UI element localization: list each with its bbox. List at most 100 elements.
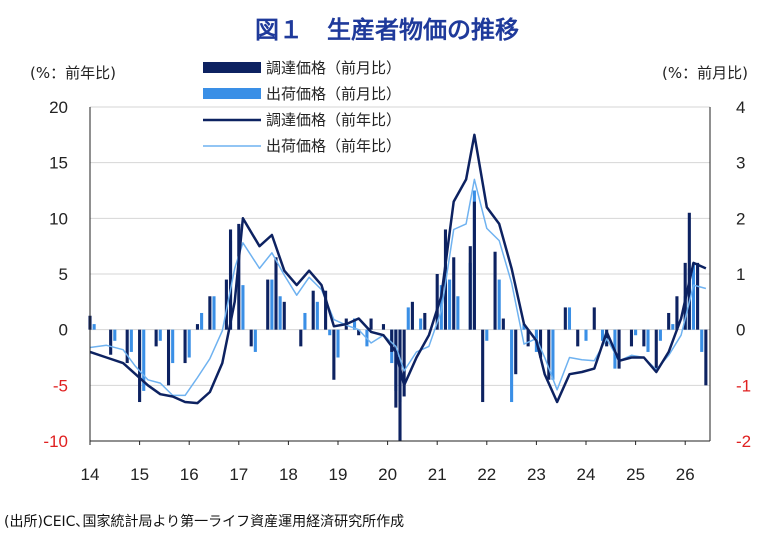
- bar-ppi-mom: [547, 329, 551, 380]
- bar-ppi-mom: [195, 324, 200, 330]
- bar-output-mom: [113, 329, 117, 341]
- left-axis-unit: (%：前年比): [30, 64, 116, 82]
- bar-ppi-mom: [154, 329, 158, 347]
- bar-output-mom: [646, 329, 650, 352]
- bar-ppi-mom: [138, 329, 142, 403]
- bar-ppi-mom: [696, 262, 700, 330]
- bar-output-mom: [336, 329, 340, 358]
- x-tick-label: 15: [130, 465, 149, 484]
- bar-ppi-mom: [538, 329, 543, 358]
- bar-ppi-mom: [452, 257, 456, 330]
- left-tick-label: -5: [53, 376, 68, 395]
- bar-output-mom: [671, 324, 675, 330]
- bar-ppi-mom: [667, 312, 671, 330]
- right-tick-label: 3: [736, 154, 745, 173]
- bar-output-mom: [419, 318, 423, 330]
- source-note: (出所)CEIC､国家統計局より第一ライフ資産運用経済研究所作成: [4, 513, 404, 530]
- bar-ppi-mom: [468, 246, 472, 330]
- left-tick-label: 15: [49, 154, 68, 173]
- bar-ppi-mom: [390, 329, 394, 352]
- bar-ppi-mom: [687, 212, 691, 330]
- right-tick-label: -2: [736, 432, 751, 451]
- bar-ppi-mom: [357, 329, 361, 336]
- bar-ppi-mom: [381, 324, 386, 330]
- bar-output-mom: [691, 262, 696, 330]
- legend-label-output-yoy: 出荷価格（前年比）: [266, 137, 401, 155]
- x-tick-label: 22: [477, 465, 496, 484]
- bar-output-mom: [142, 329, 146, 391]
- bar-output-mom: [448, 279, 452, 330]
- x-tick-label: 23: [527, 465, 546, 484]
- bar-output-mom: [328, 329, 332, 336]
- bar-output-mom: [584, 329, 588, 341]
- right-tick-label: 4: [736, 98, 745, 117]
- bar-ppi-mom: [166, 329, 171, 386]
- right-axis-unit: (%：前月比): [662, 64, 748, 82]
- legend-label-output-mom: 出荷価格（前月比）: [266, 85, 401, 103]
- right-tick-label: -1: [736, 376, 751, 395]
- legend-swatch-ppi-mom: [203, 62, 261, 73]
- legend-swatch-output-mom: [203, 88, 261, 99]
- bar-ppi-mom: [514, 329, 518, 375]
- bar-output-mom: [158, 329, 162, 341]
- bar-ppi-mom: [369, 318, 373, 330]
- bar-ppi-mom: [410, 301, 414, 330]
- bar-ppi-mom: [183, 329, 187, 364]
- legend-label-ppi-yoy: 調達価格（前年比）: [266, 111, 401, 129]
- chart-title: 図１ 生産者物価の推移: [255, 16, 519, 44]
- right-tick-label: 1: [736, 265, 745, 284]
- bar-output-mom: [315, 301, 319, 330]
- bar-output-mom: [352, 318, 357, 330]
- bar-output-mom: [600, 329, 605, 341]
- bar-output-mom: [658, 329, 662, 341]
- bar-ppi-mom: [266, 279, 270, 330]
- left-tick-label: 5: [59, 265, 68, 284]
- left-tick-label: 20: [49, 98, 68, 117]
- bar-ppi-mom: [324, 290, 328, 330]
- bar-output-mom: [634, 329, 638, 336]
- bar-output-mom: [456, 296, 460, 330]
- x-tick-label: 25: [626, 465, 645, 484]
- bar-output-mom: [212, 296, 216, 330]
- bar-ppi-mom: [481, 329, 485, 403]
- bar-ppi-mom: [493, 251, 497, 330]
- bar-output-mom: [129, 329, 133, 352]
- bar-ppi-mom: [629, 329, 634, 347]
- x-tick-label: 19: [329, 465, 348, 484]
- bar-ppi-mom: [228, 229, 233, 330]
- bar-ppi-mom: [592, 307, 596, 330]
- bar-ppi-mom: [576, 329, 580, 347]
- legend-label-ppi-mom: 調達価格（前月比）: [266, 59, 401, 77]
- bar-ppi-mom: [208, 296, 212, 330]
- bar-output-mom: [241, 285, 245, 330]
- bar-ppi-mom: [125, 329, 129, 364]
- bar-ppi-mom: [398, 329, 402, 441]
- bar-ppi-mom: [237, 223, 241, 330]
- bar-ppi-mom: [526, 329, 530, 347]
- bar-ppi-mom: [274, 257, 278, 330]
- bar-series: [88, 190, 708, 441]
- right-tick-label: 0: [736, 321, 745, 340]
- x-tick-label: 17: [229, 465, 248, 484]
- x-tick-label: 14: [81, 465, 100, 484]
- bar-output-mom: [303, 312, 307, 330]
- bar-output-mom: [171, 329, 175, 364]
- bar-output-mom: [270, 279, 274, 330]
- bar-output-mom: [510, 329, 514, 403]
- bar-ppi-mom: [617, 329, 621, 369]
- bar-output-mom: [522, 324, 526, 330]
- bar-output-mom: [278, 296, 282, 330]
- x-tick-label: 16: [180, 465, 199, 484]
- bar-ppi-mom: [654, 329, 658, 369]
- bar-ppi-mom: [332, 329, 336, 380]
- bar-output-mom: [551, 329, 555, 380]
- bar-output-mom: [567, 307, 572, 330]
- bar-ppi-mom: [435, 274, 439, 330]
- left-tick-label: 10: [49, 209, 68, 228]
- bar-output-mom: [187, 329, 191, 358]
- bar-output-mom: [497, 279, 501, 330]
- x-tick-label: 26: [676, 465, 695, 484]
- x-tick-label: 18: [279, 465, 298, 484]
